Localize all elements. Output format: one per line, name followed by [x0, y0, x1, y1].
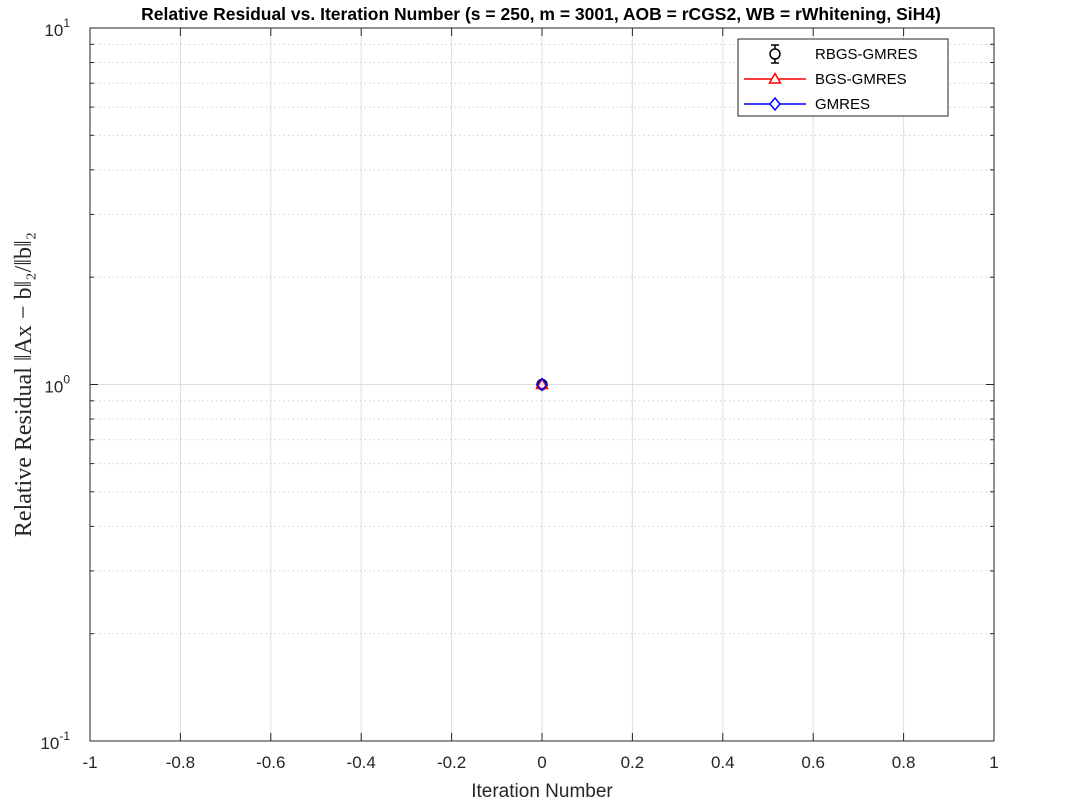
x-tick-label: 0.6	[801, 753, 825, 772]
x-tick-label: 1	[989, 753, 998, 772]
y-tick-label: 10-1	[40, 729, 70, 753]
legend-label: BGS-GMRES	[815, 71, 907, 88]
grid	[89, 27, 995, 742]
axis-ticks: -1 -0.8 -0.6 -0.4 -0.2 0 0.2 0.4 0.6 0.8 1 10-1 100 1…	[40, 16, 998, 772]
x-axis-label: Iteration Number	[471, 781, 613, 801]
x-tick-label: 0.8	[892, 753, 916, 772]
x-tick-label: 0.4	[711, 753, 735, 772]
y-axis-label: Relative Residual ‖Ax − b‖₂/‖b‖₂	[11, 232, 37, 537]
chart-title: Relative Residual vs. Iteration Number (…	[141, 4, 941, 24]
x-tick-label: -1	[82, 753, 97, 772]
x-tick-label: 0.2	[621, 753, 645, 772]
series-gmres	[536, 377, 548, 392]
legend-item: RBGS-GMRES	[769, 44, 918, 64]
x-tick-label: -0.4	[347, 753, 376, 772]
x-tick-label: 0	[537, 753, 546, 772]
legend-marker	[768, 72, 782, 84]
data-point	[536, 377, 548, 392]
legend-label: GMRES	[815, 96, 870, 113]
x-tick-label: -0.6	[256, 753, 285, 772]
legend-marker	[769, 96, 781, 112]
legend-item: BGS-GMRES	[744, 71, 907, 88]
y-tick-label: 101	[44, 16, 70, 40]
data-marks	[535, 377, 549, 392]
x-tick-label: -0.8	[166, 753, 195, 772]
legend-label: RBGS-GMRES	[815, 46, 918, 63]
series-bgs-gmres	[535, 377, 549, 390]
legend-marker	[769, 48, 781, 60]
x-tick-label: -0.2	[437, 753, 466, 772]
legend: RBGS-GMRES BGS-GMRES GMRES	[737, 38, 949, 117]
legend-item: GMRES	[744, 96, 870, 113]
data-point	[535, 377, 549, 390]
y-tick-label: 100	[44, 373, 70, 397]
